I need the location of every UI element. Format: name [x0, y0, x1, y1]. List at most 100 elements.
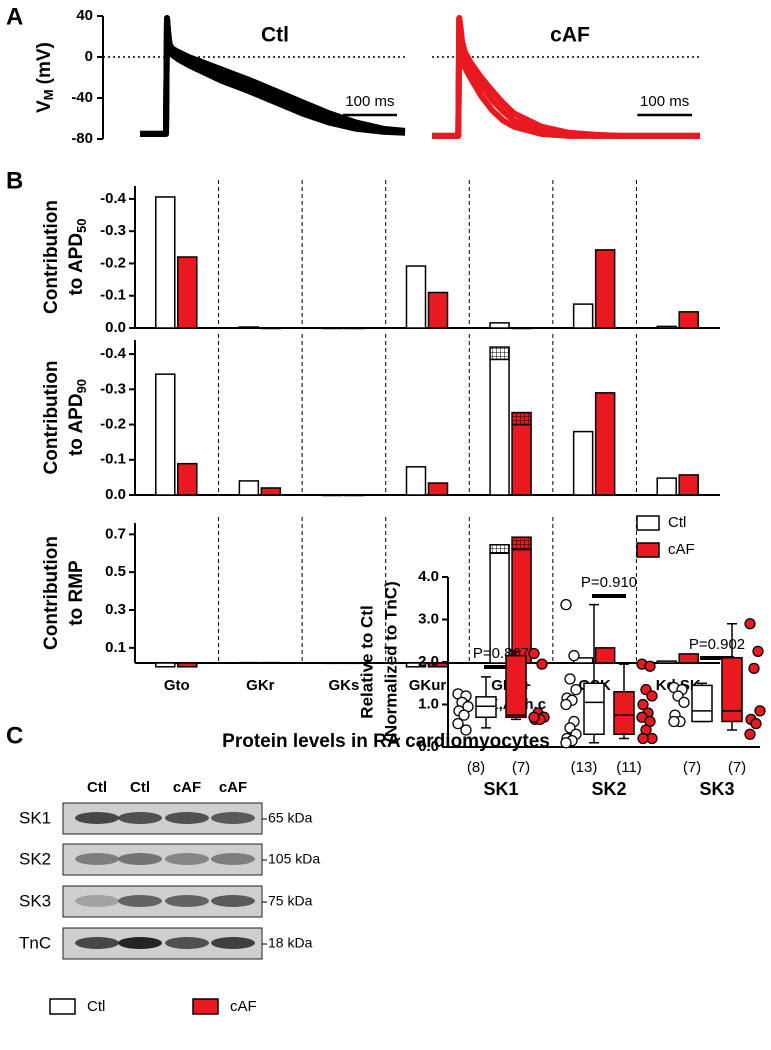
data-point: [528, 711, 540, 723]
data-point: [560, 598, 572, 611]
x-tick-label: Gto: [164, 677, 190, 694]
bar-segment: [489, 346, 510, 361]
y-label-line: to APD: [66, 233, 87, 296]
lane-label: cAF: [173, 779, 201, 796]
bar: [427, 291, 449, 329]
data-point: [646, 690, 658, 702]
y-tick-label: 0.5: [105, 563, 126, 580]
blot-band: [165, 937, 209, 949]
panel-label: C: [6, 722, 23, 749]
y-tick-label: -0.1: [100, 287, 126, 304]
n-label: (11): [616, 759, 642, 776]
bar: [511, 423, 532, 496]
data-point: [752, 645, 764, 658]
y-tick-label: -0.2: [100, 254, 126, 271]
bar: [678, 653, 699, 664]
blot-band: [211, 937, 255, 949]
box: [613, 691, 635, 735]
blot-band: [165, 812, 209, 824]
blot-band: [75, 937, 119, 949]
bar-segment: [511, 536, 532, 551]
data-point: [568, 649, 580, 662]
x-tick-label: SK3: [699, 779, 734, 799]
ap-trace: [140, 15, 406, 137]
blot-band: [211, 853, 255, 865]
data-point: [744, 618, 756, 630]
p-label: P=0.910: [581, 574, 637, 591]
y-tick-label: -0.1: [100, 451, 126, 468]
y-axis-label: to APD50: [66, 218, 89, 295]
n-label: (7): [728, 759, 746, 776]
y-label-line: to APD: [66, 393, 87, 456]
data-point: [744, 728, 756, 740]
bar: [155, 662, 176, 668]
bar: [155, 373, 176, 496]
bar: [344, 494, 365, 497]
y-tick-label: -0.4: [100, 190, 127, 207]
bar: [322, 662, 343, 665]
bar-segment: [511, 411, 532, 426]
bar: [177, 462, 198, 496]
bar: [177, 256, 198, 329]
y-tick-label: -0.2: [100, 416, 126, 433]
y-tick-label: 0.0: [418, 738, 439, 755]
bar: [594, 249, 616, 329]
data-point: [460, 724, 472, 736]
bar: [489, 322, 510, 329]
blot-band: [75, 895, 119, 907]
chart-title: Ctl: [261, 24, 289, 47]
n-label: (8): [467, 759, 485, 776]
n-label: (7): [683, 759, 701, 776]
data-point: [570, 683, 582, 696]
data-point: [644, 660, 656, 672]
blot-strip: [62, 843, 263, 876]
box: [583, 682, 605, 735]
size-label: 18 kDa: [268, 935, 313, 951]
bar: [489, 358, 510, 496]
box: [721, 657, 743, 723]
y-tick-label: -80: [71, 130, 93, 147]
bar: [678, 311, 699, 329]
lane-label: Ctl: [87, 779, 107, 796]
size-label: 105 kDa: [268, 851, 320, 867]
bar-segment: [489, 544, 510, 555]
data-point: [748, 662, 760, 675]
y-axis-label: VM (mV): [34, 42, 56, 113]
y-label-main: V: [34, 100, 55, 113]
box: [691, 684, 713, 723]
blot-band: [75, 812, 119, 824]
bar: [322, 494, 343, 497]
y-tick-label: 2.0: [418, 653, 439, 670]
panel-label: B: [6, 167, 23, 194]
size-label: 65 kDa: [268, 810, 313, 826]
size-label: 75 kDa: [268, 893, 313, 909]
legend-label: Ctl: [87, 998, 105, 1015]
bar: [678, 474, 699, 496]
y-tick-label: 0.0: [105, 486, 126, 503]
data-point: [668, 715, 680, 728]
x-tick-label: GKr: [246, 677, 275, 694]
y-axis-label: Contribution: [41, 200, 62, 314]
bar: [260, 487, 282, 496]
data-point: [452, 717, 464, 730]
row-label: SK3: [19, 891, 51, 910]
bar: [656, 325, 677, 329]
legend-swatch: [192, 998, 219, 1015]
bar: [238, 480, 260, 496]
ap-trace: [432, 15, 700, 139]
bar: [344, 662, 365, 665]
row-label: SK2: [19, 849, 51, 868]
data-point: [754, 705, 766, 717]
bar: [405, 265, 427, 329]
bar: [572, 430, 594, 496]
y-label-sub: M: [41, 89, 56, 100]
bar: [427, 482, 449, 496]
data-point: [637, 698, 649, 711]
y-axis-label: to RMP: [66, 560, 87, 626]
blot-band: [118, 937, 162, 949]
x-tick-label: GKur: [409, 677, 447, 694]
y-label-line: to RMP: [66, 560, 87, 626]
box: [475, 696, 497, 718]
y-tick-label: -40: [71, 89, 93, 106]
y-label-line: Contribution: [41, 536, 62, 650]
